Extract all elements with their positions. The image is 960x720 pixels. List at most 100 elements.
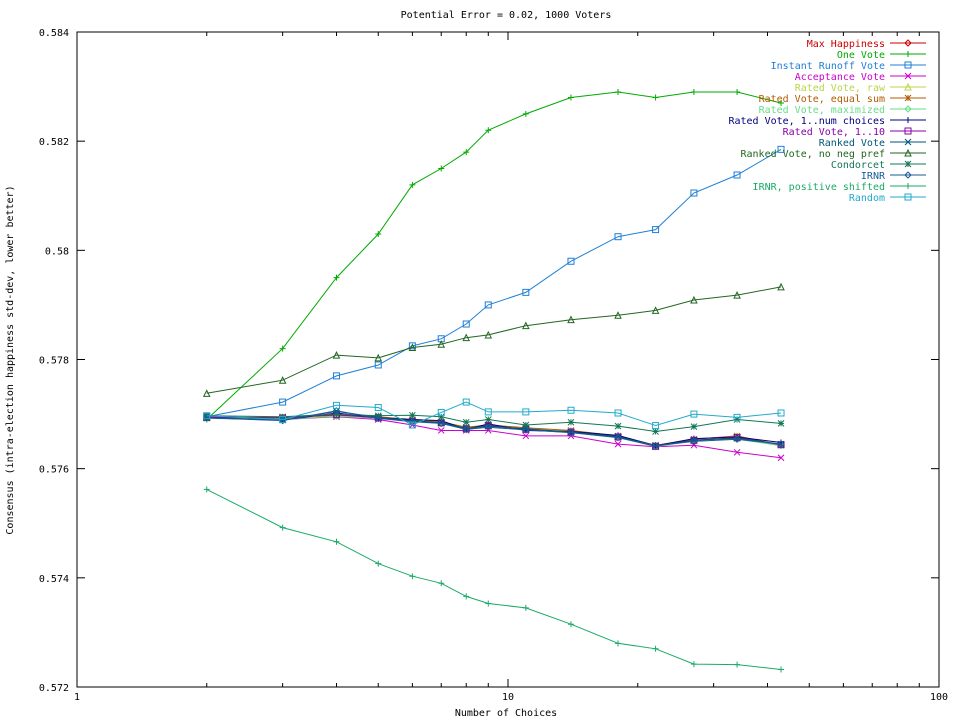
data-point — [614, 440, 622, 448]
data-point — [463, 149, 470, 156]
legend-marker — [904, 127, 912, 135]
legend-label: Random — [849, 193, 885, 204]
data-point — [374, 361, 382, 369]
data-point — [522, 421, 530, 429]
x-tick-label: 100 — [930, 692, 948, 703]
data-point — [614, 409, 622, 417]
data-point — [690, 423, 698, 430]
data-point — [279, 345, 286, 352]
data-point — [690, 661, 697, 668]
series-line — [206, 91, 782, 420]
data-point — [408, 343, 417, 351]
data-point — [690, 410, 698, 418]
series-1 — [203, 89, 785, 423]
data-point — [651, 442, 660, 450]
data-point — [522, 288, 530, 296]
data-point — [567, 418, 575, 426]
data-point — [202, 389, 211, 397]
legend-label: Ranked Vote — [819, 138, 885, 149]
data-point — [615, 640, 622, 647]
data-point — [438, 165, 445, 172]
data-point — [567, 94, 574, 101]
data-point — [437, 413, 445, 421]
data-point — [614, 422, 622, 430]
data-point — [733, 413, 741, 421]
x-axis-label: Number of Choices — [455, 708, 557, 719]
data-point — [332, 401, 340, 409]
data-point — [437, 419, 445, 428]
legend-marker — [904, 94, 912, 102]
y-tick-label: 0.572 — [39, 683, 69, 694]
data-point — [409, 411, 416, 419]
data-point — [484, 423, 492, 431]
legend-label: Acceptance Vote — [795, 72, 885, 83]
data-point — [733, 290, 741, 299]
data-point — [522, 432, 530, 440]
data-point — [734, 89, 741, 96]
legend-marker — [904, 148, 912, 157]
y-tick-label: 0.584 — [39, 28, 69, 39]
data-point — [522, 321, 530, 330]
data-point — [463, 593, 470, 600]
series-2 — [203, 145, 785, 421]
data-point — [332, 407, 341, 415]
x-tick-label: 1 — [74, 692, 80, 703]
legend-label: Condorcet — [831, 160, 885, 171]
data-point — [374, 414, 382, 423]
data-point — [652, 428, 659, 435]
data-point — [615, 89, 622, 96]
data-point — [778, 99, 785, 106]
legend-label: Rated Vote, raw — [795, 83, 886, 94]
data-point — [567, 257, 575, 265]
data-point — [485, 600, 492, 607]
data-point — [777, 282, 785, 291]
data-point — [437, 408, 445, 416]
data-point — [614, 311, 622, 319]
series-line — [206, 148, 782, 418]
legend-label: Max Happiness — [807, 39, 885, 50]
data-point — [733, 434, 741, 442]
axis-ticks: 0.572 0.574 0.576 0.578 0.58 0.582 0.584 1 10 100 — [39, 28, 948, 703]
data-point — [733, 448, 741, 456]
data-point — [375, 230, 382, 237]
data-point — [375, 560, 382, 567]
data-point — [733, 435, 741, 443]
series-line — [206, 286, 782, 394]
data-point — [409, 181, 416, 188]
y-tick-label: 0.576 — [39, 465, 69, 476]
data-point — [651, 306, 660, 314]
data-point — [408, 421, 416, 429]
data-point — [408, 342, 416, 350]
data-point — [484, 301, 492, 309]
data-point — [733, 416, 741, 423]
data-point — [522, 110, 529, 117]
series-layer — [202, 89, 785, 673]
data-point — [652, 422, 660, 430]
data-point — [332, 351, 341, 359]
legend-marker — [904, 105, 912, 113]
data-point — [734, 661, 741, 668]
legend-marker — [904, 39, 912, 47]
data-point — [690, 437, 698, 446]
data-point — [777, 409, 785, 417]
legend-marker — [905, 183, 911, 189]
data-point — [522, 426, 530, 434]
y-tick-label: 0.578 — [39, 356, 69, 367]
data-point — [278, 376, 287, 384]
data-point — [437, 427, 445, 434]
legend-marker — [904, 72, 912, 80]
data-point — [777, 420, 785, 427]
data-point — [409, 573, 416, 580]
data-point — [332, 412, 341, 420]
data-point — [567, 315, 575, 324]
data-point — [777, 454, 785, 462]
data-point — [462, 320, 470, 328]
data-point — [484, 408, 492, 416]
legend-label: Rated Vote, 1..num choices — [728, 116, 885, 127]
series-10 — [202, 282, 785, 397]
data-point — [374, 353, 383, 362]
data-point — [777, 145, 785, 153]
data-point — [485, 127, 492, 134]
